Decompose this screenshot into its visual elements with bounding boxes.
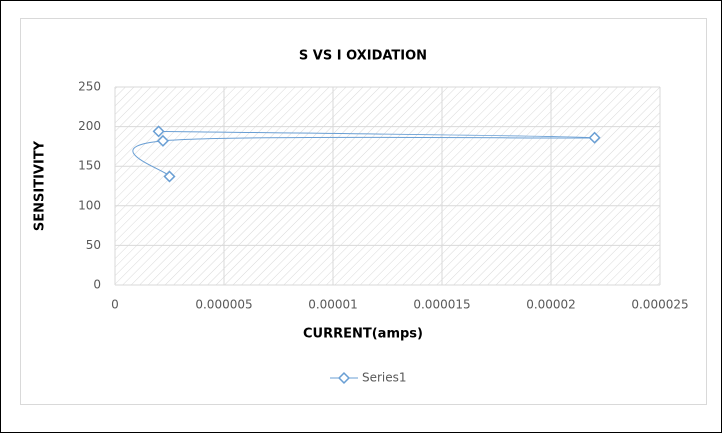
x-tick-label: 0.000025: [631, 298, 688, 312]
legend-label: Series1: [362, 371, 407, 385]
y-tick-label: 100: [78, 198, 101, 212]
point: [152, 125, 165, 138]
y-tick-label: 200: [78, 119, 101, 133]
x-tick-label: 0.00002: [526, 298, 576, 312]
x-tick-label: 0.000005: [195, 298, 252, 312]
x-tick-label: 0: [111, 298, 119, 312]
chart-title: S VS I OXIDATION: [299, 49, 427, 64]
y-tick-label: 0: [93, 278, 101, 292]
point: [163, 170, 176, 183]
x-tick-label: 0.000015: [413, 298, 470, 312]
legend-marker: [337, 371, 351, 385]
y-tick-label: 250: [78, 80, 101, 94]
x-tick-label: 0.00001: [308, 298, 358, 312]
point: [588, 131, 601, 144]
point: [156, 134, 169, 147]
series-line: [132, 130, 596, 177]
y-tick-label: 50: [86, 238, 101, 252]
y-axis-label: SENSITIVITY: [33, 140, 48, 231]
y-tick-label: 150: [78, 159, 101, 173]
plot-area: [115, 87, 660, 285]
x-axis-label: CURRENT(amps): [303, 327, 423, 342]
